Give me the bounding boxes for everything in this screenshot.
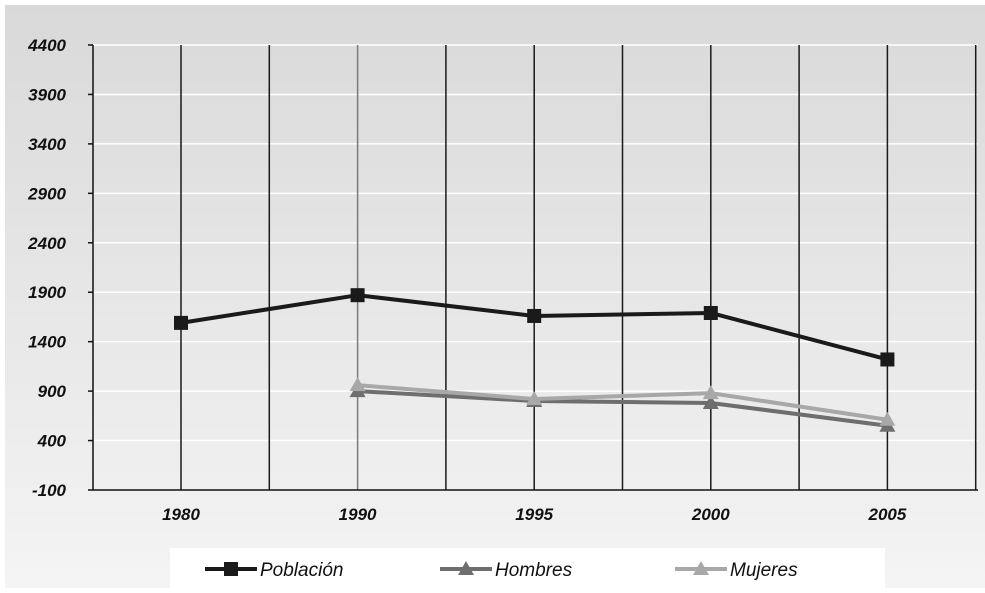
legend-item: Hombres [440, 560, 573, 581]
y-tick-label: -100 [32, 481, 67, 500]
data-point [702, 394, 719, 409]
data-point [174, 315, 188, 330]
legend-background [170, 548, 885, 588]
data-point [527, 308, 542, 323]
data-point [703, 305, 718, 320]
y-tick-label: 3400 [28, 135, 66, 154]
legend-swatch-marker [693, 561, 709, 575]
y-tick-label: 2400 [27, 234, 66, 253]
x-tick-label: 1990 [339, 505, 377, 524]
y-tick-label: 1400 [28, 333, 66, 352]
data-point [349, 377, 366, 392]
data-point [702, 385, 719, 400]
legend-item: Mujeres [675, 560, 798, 581]
series-mujeres [349, 377, 896, 426]
y-tick-label: 400 [37, 432, 67, 451]
data-point [880, 352, 895, 367]
x-tick-label: 2005 [867, 505, 906, 524]
legend-label: Mujeres [730, 560, 798, 581]
x-tick-label: 2000 [691, 505, 730, 524]
legend-swatch-marker [458, 561, 474, 575]
y-tick-label: 3900 [28, 85, 66, 104]
y-tick-label: 900 [38, 382, 67, 401]
legend-label: Población [260, 560, 343, 581]
y-tick-label: 1900 [28, 283, 66, 302]
y-tick-label: 4400 [27, 36, 66, 55]
data-point [350, 288, 365, 303]
series-line [357, 389, 888, 428]
series-poblacin [174, 288, 895, 367]
x-tick-label: 1995 [515, 505, 553, 524]
legend-item: Población [205, 560, 343, 581]
data-point [526, 391, 543, 406]
chart-background [5, 5, 985, 588]
data-point [879, 411, 896, 426]
x-tick-label: 1980 [162, 505, 200, 524]
legend-swatch-marker [224, 562, 238, 576]
y-tick-label: 2900 [27, 184, 66, 203]
legend-label: Hombres [495, 560, 573, 581]
series-line [357, 383, 888, 422]
